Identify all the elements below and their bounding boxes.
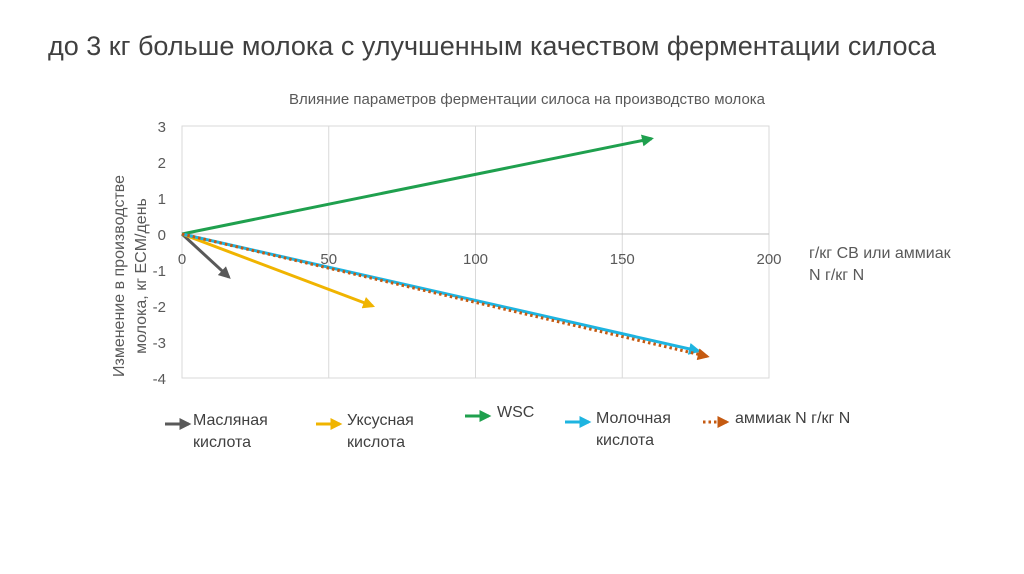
legend: Масляная кислота Уксусная кислота WSC Молочна… [165,404,850,451]
legend-label: WSC [497,404,534,421]
y-tick-label: 2 [158,155,166,172]
y-tick-label: -2 [153,299,166,316]
x-axis-label-line: N г/кг N [809,267,864,284]
x-axis-label: г/кг СВ или аммиак N г/кг N [809,245,952,284]
legend-label: кислота [596,432,654,449]
legend-item: Уксусная кислота [316,412,414,451]
y-axis-label-line: Изменение в производстве [111,175,128,377]
y-tick-label: 1 [158,191,166,208]
x-tick-label: 150 [610,251,635,268]
series-line [180,232,231,279]
legend-label: аммиак N г/кг N [735,410,850,427]
slide-title: до 3 кг больше молока с улучшенным качес… [48,31,937,61]
x-tick-label: 50 [320,251,337,268]
legend-label: Молочная [596,410,671,427]
y-tick-label: -1 [153,263,166,280]
legend-item: Масляная кислота [165,412,268,451]
legend-item: аммиак N г/кг N [703,410,850,428]
series-line [181,232,376,309]
grid-lines [182,126,770,378]
y-tick-label: 0 [158,227,166,244]
x-tick-label: 200 [756,251,781,268]
x-axis-label-line: г/кг СВ или аммиак [809,245,952,262]
legend-label: кислота [193,434,251,451]
y-tick-label: 3 [158,119,166,136]
chart-title: Влияние параметров ферментации силоса на… [289,91,766,108]
x-tick-label: 0 [178,251,186,268]
legend-item: Молочная кислота [565,410,671,449]
series-line [181,232,710,361]
y-axis-label-line: молока, кг ECM/день [133,198,150,354]
series-lines [180,134,710,361]
x-tick-label: 100 [463,251,488,268]
legend-label: кислота [347,434,405,451]
x-axis-ticks: 0 50 100 150 200 [178,251,782,268]
legend-item: WSC [465,404,534,422]
series-line [181,134,654,236]
y-tick-label: -3 [153,335,166,352]
y-tick-label: -4 [153,371,166,388]
y-axis-label: Изменение в производстве молока, кг ECM/д… [111,175,150,377]
legend-label: Масляная [193,412,268,429]
y-axis-ticks: 3 2 1 0 -1 -2 -3 -4 [153,119,166,388]
legend-label: Уксусная [347,412,414,429]
